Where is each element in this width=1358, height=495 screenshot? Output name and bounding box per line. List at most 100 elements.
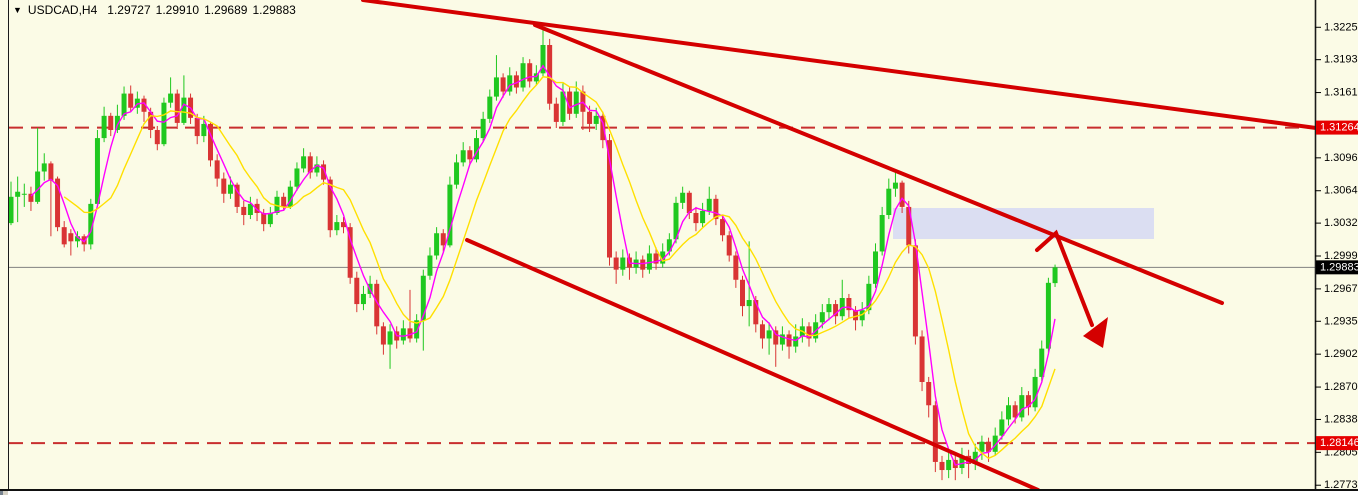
chart-info-bar: ▼ USDCAD,H4 1.29727 1.29910 1.29689 1.29883 — [13, 3, 301, 17]
candle-body — [487, 96, 493, 119]
ohlc-high: 1.29910 — [155, 3, 200, 17]
axis-tick-label: 1.31935 — [1324, 54, 1358, 66]
candle-body — [992, 435, 998, 452]
candle-body — [48, 163, 54, 181]
candle-body — [88, 203, 94, 245]
candle-body — [101, 115, 107, 139]
candle-body — [387, 331, 393, 345]
next-window-strip — [8, 491, 1358, 495]
candle-body — [733, 255, 739, 280]
lower-channel-line[interactable] — [465, 238, 1040, 492]
axis-tick-label: 1.30320 — [1324, 217, 1358, 229]
candle-body — [1045, 282, 1051, 349]
candle-body — [593, 115, 599, 124]
candle-body — [360, 293, 366, 305]
axis-tick-label: 1.32255 — [1324, 21, 1358, 33]
price-axis[interactable]: 1.32255 1.31935 1.31610 1.30965 1.30640 1.303… — [1314, 0, 1358, 491]
candle-body — [128, 93, 134, 108]
candle-body — [440, 233, 446, 246]
candle-body — [141, 98, 147, 112]
candle-body — [520, 63, 526, 88]
candle-body — [68, 233, 74, 242]
candle-body — [354, 277, 360, 305]
candle-body — [607, 140, 612, 258]
projection-arrow-shaft[interactable] — [1035, 229, 1094, 327]
candle-body — [686, 192, 692, 213]
candle-body — [301, 156, 307, 169]
candle-body — [653, 253, 659, 264]
candle-body — [819, 312, 825, 323]
candle-body — [307, 156, 313, 173]
candle-body — [926, 381, 932, 406]
candle-body — [587, 111, 593, 124]
candle-body — [540, 44, 546, 74]
candle-body — [706, 198, 712, 211]
steep-trendline[interactable] — [533, 23, 1224, 305]
candle-body — [28, 193, 34, 202]
candle-body — [912, 245, 918, 337]
candle-body — [374, 283, 380, 327]
candle-body — [474, 138, 479, 160]
candle-body — [208, 123, 213, 161]
candle-body — [726, 235, 732, 256]
candle-body — [380, 326, 386, 345]
candle-body — [879, 215, 885, 252]
candle-body — [287, 186, 293, 207]
candle-body — [680, 192, 686, 203]
candle-body — [547, 44, 553, 104]
candle-body — [121, 93, 127, 116]
candle-body — [194, 117, 200, 137]
candle-body — [693, 212, 699, 224]
candle-body — [986, 441, 992, 452]
candle-body — [407, 328, 413, 339]
projection-arrow-head[interactable] — [1083, 317, 1108, 348]
candle-body — [779, 334, 785, 345]
collapse-triangle-icon[interactable]: ▼ — [13, 5, 22, 15]
candle-body — [1032, 376, 1038, 408]
current-price-label-text: 1.29883 — [1320, 261, 1358, 273]
candle-body — [740, 279, 745, 307]
candle-body — [8, 196, 14, 224]
candle-body — [713, 198, 719, 220]
candle-body — [334, 222, 340, 231]
candle-body — [892, 182, 898, 189]
candle-body — [673, 202, 679, 240]
axis-tick-label: 1.27730 — [1324, 479, 1358, 491]
candle-body — [513, 75, 519, 88]
candle-body — [999, 419, 1005, 436]
symbol-period-label: USDCAD,H4 — [27, 3, 98, 17]
candle-body — [400, 328, 406, 341]
candle-body — [234, 184, 240, 207]
candle-body — [507, 75, 513, 92]
candle-body — [527, 63, 533, 82]
plot-bottom-border — [0, 489, 1358, 491]
candle-body — [500, 77, 506, 92]
candle-body — [447, 184, 453, 246]
upper-trendline[interactable] — [361, 0, 1318, 130]
candle-body — [267, 212, 273, 225]
candle-body — [560, 91, 566, 122]
candle-body — [321, 164, 327, 180]
candle-body — [480, 118, 486, 139]
candle-body — [61, 227, 67, 245]
candle-body — [81, 236, 87, 245]
candles-layer — [8, 27, 1058, 481]
candle-body — [573, 91, 579, 114]
candle-body — [21, 193, 27, 195]
candle-body — [1012, 405, 1018, 418]
axis-tick-label: 1.30640 — [1324, 185, 1358, 197]
candle-body — [161, 102, 167, 145]
candle-body — [108, 115, 114, 131]
candle-body — [946, 459, 952, 471]
candle-body — [341, 222, 346, 228]
candle-body — [826, 304, 832, 313]
candle-body — [247, 203, 253, 216]
candle-body — [567, 91, 573, 114]
candle-body — [932, 405, 938, 462]
candle-body — [806, 326, 812, 339]
candle-body — [454, 162, 460, 185]
candle-body — [261, 212, 267, 225]
candle-body — [420, 275, 426, 321]
